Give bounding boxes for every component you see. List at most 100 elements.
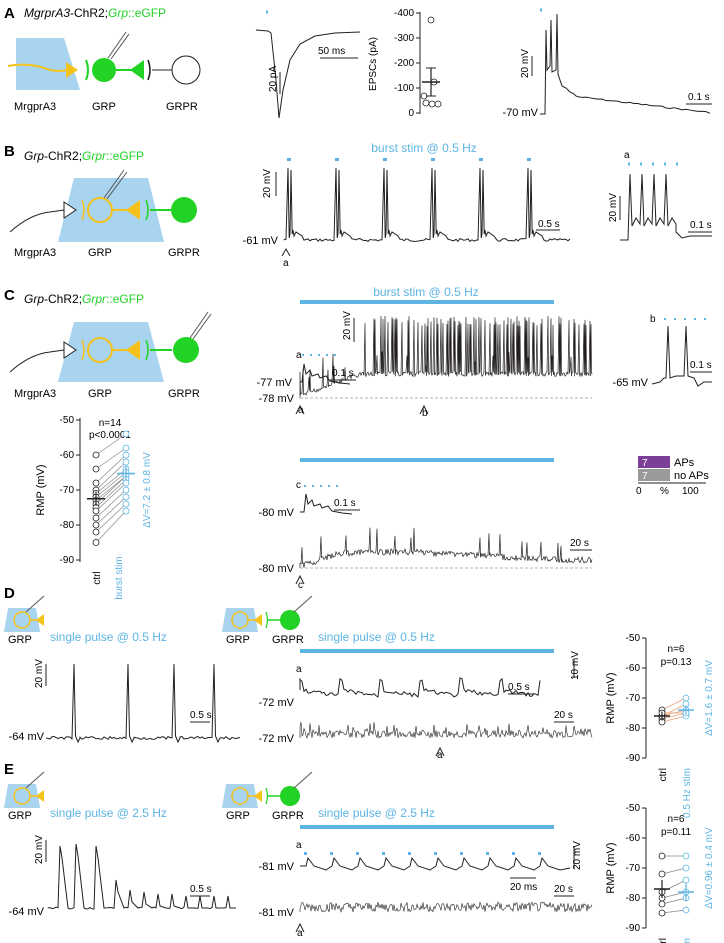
scale-label-x: 0.1 s xyxy=(688,92,710,103)
recording-pipette xyxy=(293,771,313,789)
x-label-ctrl: ctrl xyxy=(658,938,669,943)
epsc-points xyxy=(420,16,442,108)
ctrl-point xyxy=(658,909,666,917)
inset-label: c xyxy=(296,480,301,491)
stim-point xyxy=(682,864,690,872)
panel-d: D GRP single pulse @ 0.5 Hz -64 mV 20 mV… xyxy=(4,585,715,818)
pair-line xyxy=(95,482,127,512)
inset-trace xyxy=(620,173,712,241)
light-stimulation-area xyxy=(4,608,40,632)
stim-point xyxy=(122,507,130,515)
inset-stim-markers xyxy=(304,852,541,855)
tick-label: -50 xyxy=(626,633,641,644)
event-marker xyxy=(295,404,305,415)
burst-response-trace xyxy=(299,527,593,568)
event-marker xyxy=(295,922,305,933)
genotype-part: -ChR2; xyxy=(44,149,82,163)
stim-marker xyxy=(356,852,359,855)
vm-label: -64 mV xyxy=(9,731,45,743)
delta-v-label: ΔV=0.96 ± 0.4 mV xyxy=(704,827,715,909)
inset-vm: -77 mV xyxy=(257,377,293,389)
stim-marker xyxy=(431,158,435,161)
x-label-burst-stim: burst stim xyxy=(114,556,125,599)
recording-pipette xyxy=(25,771,45,789)
stim-label: burst stim @ 0.5 Hz xyxy=(371,141,477,155)
x-label-ctrl: ctrl xyxy=(658,768,669,781)
scale-label-x: 50 ms xyxy=(318,46,345,57)
ctrl-point xyxy=(92,539,100,546)
mrgpra3-terminal xyxy=(63,201,77,219)
y-axis-label: RMP (mV) xyxy=(605,672,617,723)
event-marker-label: a xyxy=(437,750,443,761)
pair-line xyxy=(95,433,127,456)
grpr-neuron xyxy=(171,197,197,223)
label-grp: GRP xyxy=(8,810,32,822)
event-marker-label: a xyxy=(283,258,289,269)
inset-vm: -80 mV xyxy=(259,507,295,519)
scale-label-x: 0.1 s xyxy=(334,498,356,509)
panel-b: B Grp-ChR2;Grpr::eGFP MrgprA3 GRP GRPR b… xyxy=(4,141,712,269)
inset-vm: -65 mV xyxy=(613,377,649,389)
ctrl-point xyxy=(658,870,666,878)
n-label: n=14 xyxy=(99,418,122,429)
event-marker xyxy=(435,746,445,757)
genotype-part: -ChR2; xyxy=(70,6,108,20)
rmp-paired-points xyxy=(87,430,135,546)
scale-label-y: 20 mV xyxy=(34,659,45,688)
pair-line xyxy=(95,503,127,533)
tick-label: -90 xyxy=(626,753,641,764)
tick-label: -50 xyxy=(60,415,75,426)
pair-line xyxy=(95,510,127,543)
inset-stim-markers xyxy=(664,318,706,320)
pair-line xyxy=(95,447,127,470)
stim-label: single pulse @ 2.5 Hz xyxy=(50,806,167,820)
inset-stim-markers xyxy=(302,354,336,356)
label-mrgpra3: MrgprA3 xyxy=(14,101,56,113)
stim-duration-bar xyxy=(300,458,554,462)
genotype-part: ::eGFP xyxy=(106,149,144,163)
stim-marker xyxy=(330,852,333,855)
scale-label-x: 20 s xyxy=(554,884,573,895)
label-grpr: GRPR xyxy=(168,247,200,259)
label-grpr: GRPR xyxy=(168,388,200,400)
vm-label: -80 mV xyxy=(259,563,295,575)
vm-label: -78 mV xyxy=(259,393,295,405)
pair-line xyxy=(661,715,687,723)
scale-label-x: 0.5 s xyxy=(538,219,560,230)
vm-label: -61 mV xyxy=(243,235,279,247)
pair-line xyxy=(95,472,127,498)
recording-pipette xyxy=(293,595,313,613)
pair-line xyxy=(661,703,687,717)
p-value: p<0.0001 xyxy=(89,430,131,441)
pair-line xyxy=(661,909,687,914)
inset-trace xyxy=(300,493,353,515)
recording-pipette xyxy=(189,311,209,339)
tick-label: -70 xyxy=(60,485,75,496)
pair-line xyxy=(661,712,687,720)
inset-trace xyxy=(651,325,712,387)
grp-terminal xyxy=(130,60,144,80)
pair-line xyxy=(95,479,127,508)
genotype-title: Grp-ChR2;Grpr::eGFP xyxy=(24,149,144,163)
ap-trace xyxy=(540,13,711,115)
stim-point xyxy=(122,500,130,508)
genotype-part: MgrprA3 xyxy=(24,6,70,20)
stim-duration-bar xyxy=(300,300,554,304)
ctrl-point xyxy=(92,451,100,459)
scale-label-x: 20 s xyxy=(554,710,573,721)
inset-vm: -72 mV xyxy=(259,697,295,709)
tick-label: -80 xyxy=(60,520,75,531)
stim-marker xyxy=(434,852,437,855)
stim-point xyxy=(122,493,130,501)
y-axis-label: RMP (mV) xyxy=(35,464,47,515)
stim-marker xyxy=(479,158,483,161)
stim-marker xyxy=(382,852,385,855)
y-axis-label: EPSCs (pA) xyxy=(368,37,379,91)
burst-response-trace xyxy=(299,315,593,398)
synapse-arc xyxy=(85,59,89,81)
label-mrgpra3: MrgprA3 xyxy=(14,388,56,400)
label-grp: GRP xyxy=(226,634,250,646)
delta-v-label: ΔV=7.2 ± 0.8 mV xyxy=(142,452,153,528)
inset-label: a xyxy=(296,840,302,851)
ctrl-point xyxy=(92,479,100,487)
